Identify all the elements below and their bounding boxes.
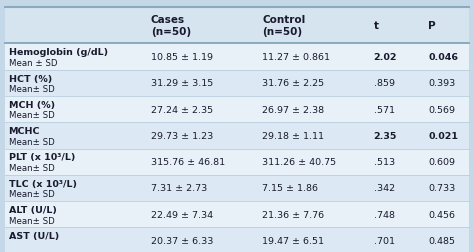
Text: ALT (U/L): ALT (U/L) bbox=[9, 205, 56, 214]
Text: P: P bbox=[428, 21, 436, 31]
Text: PLT (x 10³/L): PLT (x 10³/L) bbox=[9, 153, 75, 162]
Text: MCH (%): MCH (%) bbox=[9, 100, 55, 109]
Text: .571: .571 bbox=[374, 105, 394, 114]
Bar bbox=[5, 201, 469, 228]
Bar bbox=[5, 8, 469, 44]
Text: Mean± SD: Mean± SD bbox=[9, 216, 55, 225]
Text: 31.29 ± 3.15: 31.29 ± 3.15 bbox=[151, 79, 213, 88]
Text: Mean± SD: Mean± SD bbox=[9, 111, 55, 120]
Bar bbox=[5, 228, 469, 252]
Bar bbox=[5, 123, 469, 149]
Text: TLC (x 10³/L): TLC (x 10³/L) bbox=[9, 179, 76, 188]
Text: 311.26 ± 40.75: 311.26 ± 40.75 bbox=[262, 158, 336, 167]
Bar bbox=[5, 44, 469, 70]
Text: AST (U/L): AST (U/L) bbox=[9, 231, 59, 240]
Text: Mean ± SD: Mean ± SD bbox=[9, 58, 57, 68]
Text: 20.37 ± 6.33: 20.37 ± 6.33 bbox=[151, 236, 213, 245]
Text: 21.36 ± 7.76: 21.36 ± 7.76 bbox=[262, 210, 324, 219]
Text: 27.24 ± 2.35: 27.24 ± 2.35 bbox=[151, 105, 213, 114]
Text: 315.76 ± 46.81: 315.76 ± 46.81 bbox=[151, 158, 225, 167]
Text: .701: .701 bbox=[374, 236, 394, 245]
Bar bbox=[5, 97, 469, 123]
Text: 22.49 ± 7.34: 22.49 ± 7.34 bbox=[151, 210, 213, 219]
Bar bbox=[5, 175, 469, 201]
Text: .342: .342 bbox=[374, 184, 395, 193]
Text: 0.456: 0.456 bbox=[428, 210, 455, 219]
Text: 19.47 ± 6.51: 19.47 ± 6.51 bbox=[262, 236, 324, 245]
Text: 29.18 ± 1.11: 29.18 ± 1.11 bbox=[262, 131, 324, 140]
Bar bbox=[5, 70, 469, 97]
Text: 29.73 ± 1.23: 29.73 ± 1.23 bbox=[151, 131, 213, 140]
Text: 0.485: 0.485 bbox=[428, 236, 455, 245]
Text: 10.85 ± 1.19: 10.85 ± 1.19 bbox=[151, 53, 213, 62]
Text: 7.31 ± 2.73: 7.31 ± 2.73 bbox=[151, 184, 207, 193]
Text: 0.569: 0.569 bbox=[428, 105, 455, 114]
Text: 7.15 ± 1.86: 7.15 ± 1.86 bbox=[262, 184, 318, 193]
Text: MCHC: MCHC bbox=[9, 127, 40, 136]
Text: Mean± SD: Mean± SD bbox=[9, 190, 55, 199]
Text: Cases
(n=50): Cases (n=50) bbox=[151, 15, 191, 37]
Text: 11.27 ± 0.861: 11.27 ± 0.861 bbox=[262, 53, 330, 62]
Text: 0.046: 0.046 bbox=[428, 53, 458, 62]
Text: .513: .513 bbox=[374, 158, 395, 167]
Text: Mean± SD: Mean± SD bbox=[9, 163, 55, 172]
Text: .748: .748 bbox=[374, 210, 394, 219]
Text: 0.733: 0.733 bbox=[428, 184, 455, 193]
Text: 0.393: 0.393 bbox=[428, 79, 455, 88]
Text: .859: .859 bbox=[374, 79, 394, 88]
Bar bbox=[5, 149, 469, 175]
Text: 31.76 ± 2.25: 31.76 ± 2.25 bbox=[262, 79, 324, 88]
Text: 2.35: 2.35 bbox=[374, 131, 397, 140]
Text: Hemoglobin (g/dL): Hemoglobin (g/dL) bbox=[9, 48, 108, 57]
Text: HCT (%): HCT (%) bbox=[9, 74, 52, 83]
Text: Mean± SD: Mean± SD bbox=[9, 137, 55, 146]
Text: 0.609: 0.609 bbox=[428, 158, 455, 167]
Text: t: t bbox=[374, 21, 379, 31]
Text: Mean± SD: Mean± SD bbox=[9, 85, 55, 94]
Text: 26.97 ± 2.38: 26.97 ± 2.38 bbox=[262, 105, 324, 114]
Text: Control
(n=50): Control (n=50) bbox=[262, 15, 305, 37]
Text: 0.021: 0.021 bbox=[428, 131, 458, 140]
Text: 2.02: 2.02 bbox=[374, 53, 397, 62]
